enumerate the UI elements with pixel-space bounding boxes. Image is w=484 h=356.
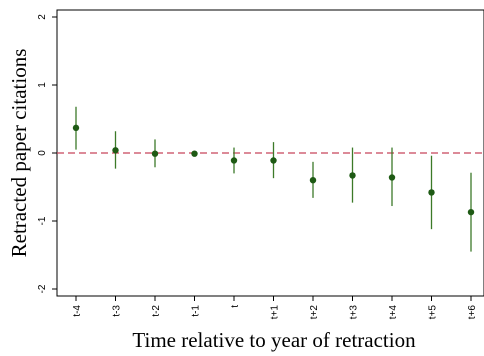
x-tick-label: t+4 (388, 305, 399, 320)
estimate-point (349, 172, 356, 179)
estimate-point (112, 147, 119, 154)
y-tick-label: -2 (37, 284, 48, 293)
x-tick-label: t+1 (270, 305, 281, 320)
plot-area: -2 -1 0 1 2 t-4 t-3 t-2 t-1 t t+1 t+2 t+3 t+4 t+5 t+6 (37, 9, 484, 320)
estimate-point (151, 150, 159, 157)
x-tick-label: t-4 (72, 305, 83, 317)
x-tick-label: t-3 (112, 305, 123, 317)
x-tick-label: t+3 (349, 305, 360, 320)
estimate-point (72, 124, 80, 132)
x-axis-title: Time relative to year of retraction (132, 328, 416, 352)
x-tick-label: t+5 (428, 305, 439, 320)
x-tick-label: t-1 (191, 305, 202, 317)
estimate-point (428, 189, 435, 196)
estimate-point (270, 157, 277, 164)
estimate-point (230, 157, 238, 164)
x-tick-label: t+6 (467, 305, 478, 320)
estimate-point (388, 174, 396, 181)
x-tick-label: t (230, 305, 241, 308)
x-tick-label: t+2 (309, 305, 320, 320)
y-tick-label: 2 (37, 14, 48, 20)
y-axis-title: Retracted paper citations (7, 49, 31, 258)
estimate-point (191, 150, 198, 157)
estimate-point (467, 208, 475, 216)
estimate-point (309, 177, 317, 184)
y-tick-label: 0 (37, 150, 48, 156)
y-tick-label: 1 (37, 82, 48, 88)
y-tick-label: -1 (37, 216, 48, 225)
x-tick-label: t-2 (151, 305, 162, 317)
